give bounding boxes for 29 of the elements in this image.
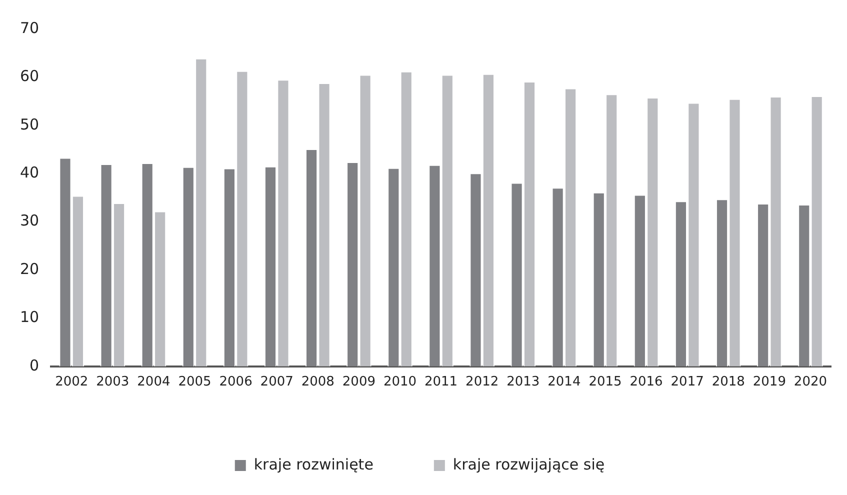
y-tick-label: 50 xyxy=(20,115,40,134)
x-tick-label: 2007 xyxy=(260,374,294,390)
x-tick-label: 2011 xyxy=(424,374,458,390)
x-tick-label: 2004 xyxy=(137,374,170,390)
y-tick-label: 30 xyxy=(20,212,40,230)
x-tick-label: 2020 xyxy=(794,374,828,390)
x-tick-label: 2010 xyxy=(383,374,417,390)
x-tick-label: 2009 xyxy=(342,374,376,390)
y-tick-label: 0 xyxy=(30,356,40,374)
y-tick-label: 40 xyxy=(20,163,40,182)
x-tick-label: 2015 xyxy=(588,374,622,390)
y-tick-label: 70 xyxy=(20,18,40,37)
y-tick-label: 20 xyxy=(20,260,40,278)
x-tick-label: 2003 xyxy=(96,374,130,390)
legend-label: kraje rozwijające się xyxy=(452,455,605,474)
x-tick-label: 2008 xyxy=(301,374,334,390)
legend-label: kraje rozwinięte xyxy=(254,455,374,474)
x-tick-label: 2002 xyxy=(55,374,88,390)
y-tick-label: 60 xyxy=(20,67,40,86)
x-tick-label: 2016 xyxy=(630,374,663,390)
x-tick-label: 2013 xyxy=(506,374,540,390)
y-tick-label: 10 xyxy=(20,308,40,326)
x-tick-label: 2018 xyxy=(712,374,745,390)
x-tick-label: 2005 xyxy=(178,374,212,390)
x-tick-label: 2017 xyxy=(670,374,704,390)
x-tick-label: 2012 xyxy=(466,374,499,390)
x-tick-label: 2014 xyxy=(548,374,581,390)
x-tick-label: 2019 xyxy=(752,374,786,390)
x-tick-label: 2006 xyxy=(219,374,252,390)
